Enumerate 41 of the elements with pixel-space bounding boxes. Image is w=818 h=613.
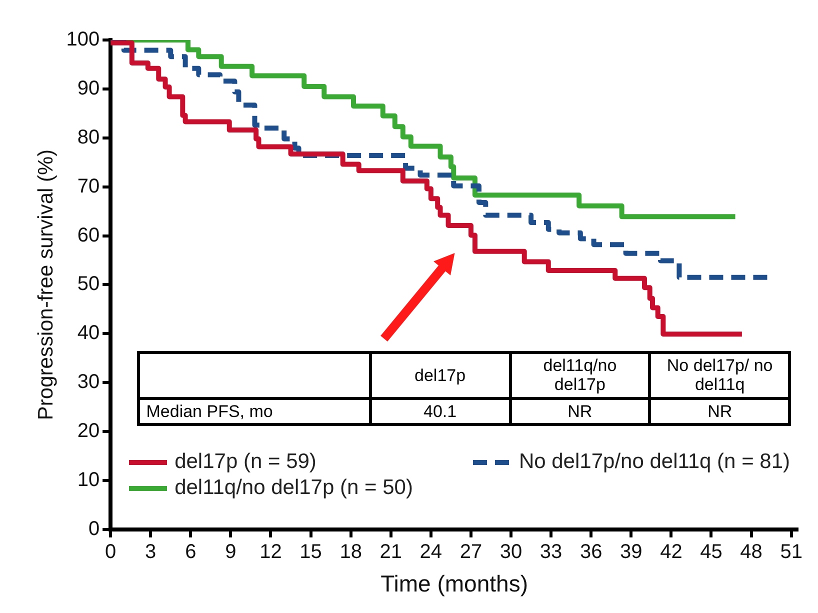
legend-label: del17p (n = 59) — [174, 450, 316, 474]
x-tick-label: 36 — [580, 540, 602, 563]
annotation: NR — [510, 398, 650, 425]
y-tick-label: 20 — [77, 420, 100, 442]
annotation: del11q/no del17p — [510, 352, 650, 398]
y-axis-title: Progression-free survival (%) — [34, 149, 58, 420]
y-tick-label: 60 — [77, 224, 100, 246]
y-tick-label: 80 — [77, 126, 100, 148]
x-axis-title: Time (months) — [380, 570, 528, 597]
legend-label: del11q/no del17p (n = 50) — [174, 476, 413, 500]
y-tick-label: 90 — [77, 77, 100, 100]
x-tick-label: 30 — [500, 540, 522, 563]
y-tick-label: 100 — [66, 28, 100, 51]
x-tick-label: 12 — [260, 540, 282, 563]
annotation: del17p — [370, 352, 510, 398]
x-tick-label: 0 — [105, 540, 116, 563]
y-tick-label: 50 — [77, 273, 100, 296]
y-tick-label: 30 — [77, 371, 100, 394]
x-tick-label: 33 — [540, 540, 562, 563]
y-tick-label: 10 — [77, 468, 100, 491]
x-tick-label: 6 — [185, 540, 196, 563]
x-tick-label: 18 — [340, 540, 362, 563]
x-tick-label: 21 — [380, 540, 402, 563]
x-tick-label: 42 — [660, 540, 682, 563]
x-tick-label: 27 — [460, 540, 482, 563]
annotation: Median PFS, mo — [138, 398, 370, 425]
x-tick-label: 45 — [700, 540, 722, 563]
annotation: No del17p/ no del11q — [650, 352, 790, 398]
y-tick-label: 40 — [77, 322, 100, 344]
x-tick-label: 39 — [620, 540, 642, 563]
x-tick-label: 51 — [780, 540, 802, 563]
y-tick-label: 70 — [77, 175, 100, 198]
x-tick-label: 9 — [225, 540, 236, 563]
x-tick-label: 24 — [420, 540, 442, 563]
annotation: NR — [650, 398, 790, 425]
annotation: 40.1 — [370, 398, 510, 425]
x-tick-label: 48 — [740, 540, 762, 563]
legend-label: No del17p/no del11q (n = 81) — [518, 450, 790, 474]
x-tick-label: 3 — [145, 540, 156, 563]
y-tick-label: 0 — [88, 518, 100, 540]
x-tick-label: 15 — [300, 540, 322, 563]
